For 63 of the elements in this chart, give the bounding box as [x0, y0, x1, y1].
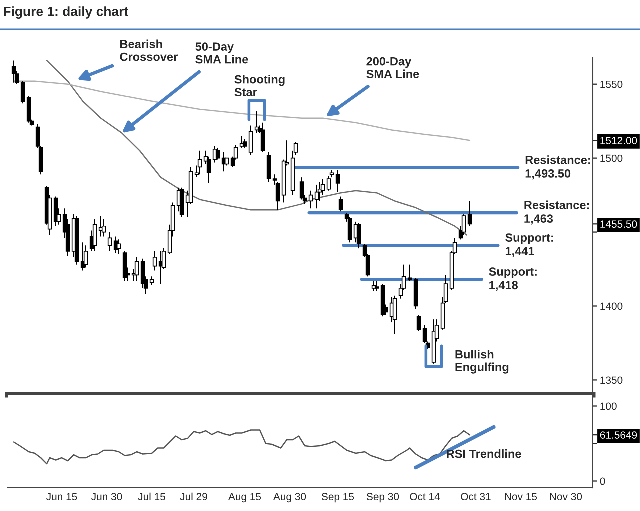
x-tick-label: Oct 31 — [461, 493, 491, 501]
candlestick — [248, 125, 254, 156]
candlestick — [422, 324, 428, 344]
ref-line-label: Resistance: 1,463 — [524, 200, 590, 225]
candlestick — [374, 280, 380, 292]
candlestick — [92, 218, 98, 252]
x-tick-label: Nov 30 — [550, 493, 582, 501]
candlestick — [116, 239, 122, 255]
ref-line-label: Resistance: 1,493.50 — [526, 156, 590, 180]
y-tick-label: 1500 — [600, 154, 623, 162]
candlestick — [102, 218, 106, 238]
candlestick — [84, 245, 88, 268]
candlestick — [26, 96, 32, 124]
candlestick — [348, 217, 352, 244]
annotation: Shooting Star — [234, 75, 285, 97]
candlestick — [300, 177, 304, 200]
annotation: 50-Day SMA Line — [196, 42, 248, 64]
candlestick — [462, 214, 466, 236]
annotation: Bullish Engulfing — [456, 350, 509, 374]
x-tick-label: Nov 15 — [505, 493, 538, 501]
y-tick-label: 100 — [600, 402, 617, 410]
x-tick-label: Aug 15 — [228, 493, 262, 503]
candlestick — [12, 60, 16, 84]
series-label: RSI Trendline — [447, 450, 522, 458]
candlestick — [468, 200, 472, 227]
x-tick-label: Jun 15 — [46, 493, 78, 501]
candlestick — [416, 314, 422, 332]
ref-line-label: Support: 1,418 — [489, 268, 537, 292]
ref-line-label: Support: 1,441 — [506, 234, 554, 258]
y-tick-label: 1350 — [600, 376, 623, 384]
candlestick — [336, 170, 340, 193]
candlestick — [326, 176, 332, 192]
y-tick-label: 0 — [600, 478, 606, 486]
x-tick-label: Oct 14 — [410, 493, 440, 501]
annotation: Bearish Crossover — [120, 40, 178, 62]
x-tick-label: Jul 15 — [138, 492, 166, 501]
candlestick — [314, 184, 320, 210]
candlestick — [308, 190, 314, 210]
candlestick — [20, 80, 26, 104]
y-tick-label: 1400 — [600, 302, 623, 310]
x-tick-label: Jul 29 — [180, 492, 208, 501]
x-tick-label: Sep 30 — [366, 493, 400, 503]
candlestick — [216, 147, 220, 160]
x-tick-label: Sep 15 — [322, 493, 354, 503]
y-tick-label: 61.5649 — [600, 432, 638, 439]
y-tick-label: 1550 — [600, 80, 623, 88]
candlestick — [408, 264, 412, 282]
x-tick-label: Jun 30 — [92, 493, 122, 501]
line-series — [13, 430, 471, 465]
y-tick-label: 1512.00 — [600, 137, 638, 144]
candlestick — [372, 280, 376, 292]
y-tick-label: 1455.50 — [600, 220, 638, 228]
candlestick — [198, 150, 202, 176]
x-tick-label: Aug 30 — [273, 493, 306, 503]
candlestick — [266, 152, 272, 182]
candlestick — [338, 196, 344, 212]
candlestick — [152, 251, 158, 272]
candlestick — [108, 232, 112, 252]
chart-title: Figure 1: daily chart — [4, 6, 128, 19]
candlestick — [392, 295, 398, 335]
candlestick — [356, 222, 362, 250]
candlestick — [134, 256, 140, 282]
annotation: 200-Day SMA Line — [366, 57, 420, 78]
